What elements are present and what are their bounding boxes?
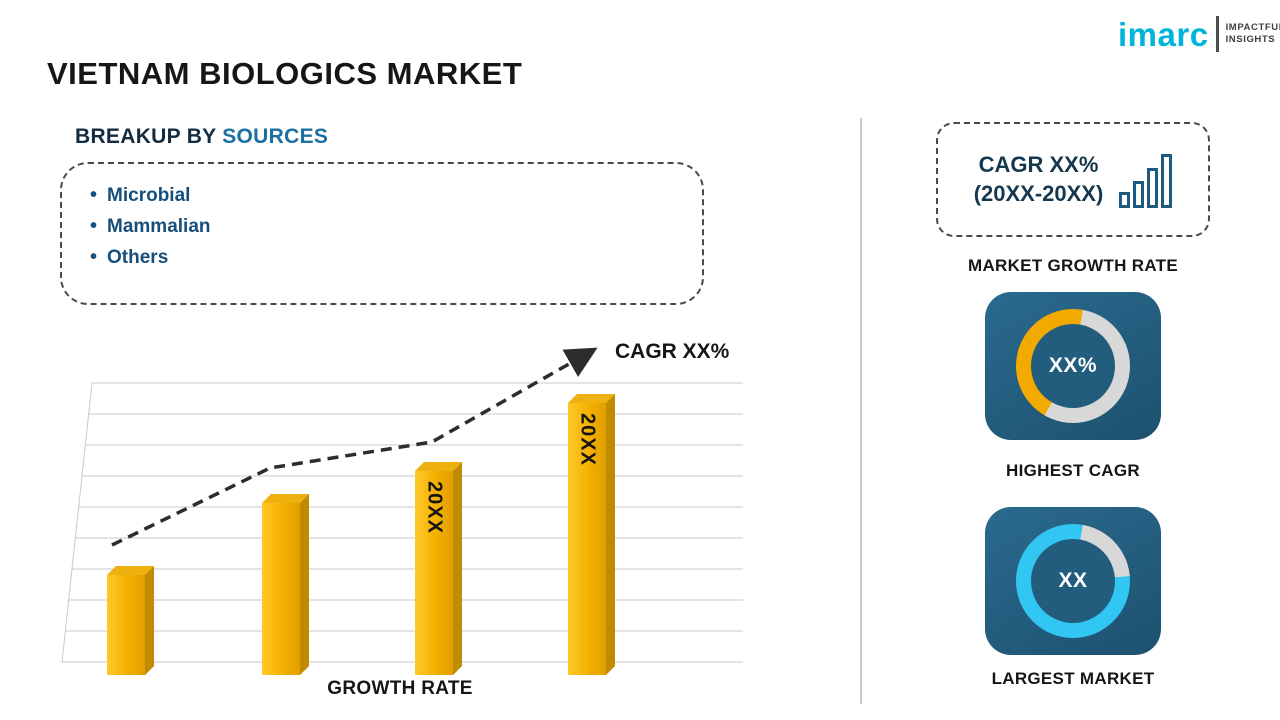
bar-year1 xyxy=(107,575,145,675)
growth-rate-chart: 20XX 20XX CAGR XX% GROWTH RATE xyxy=(55,330,750,710)
page-title: VIETNAM BIOLOGICS MARKET xyxy=(47,56,523,91)
logo-tagline-line2: INSIGHTS xyxy=(1225,34,1276,45)
list-item-label: Mammalian xyxy=(107,216,211,237)
bar-year3: 20XX xyxy=(415,471,453,675)
bar-year4: 20XX xyxy=(568,403,606,675)
cagr-annotation: CAGR XX% xyxy=(615,340,730,363)
list-item-label: Others xyxy=(107,247,169,268)
cagr-range-text: CAGR XX% (20XX-20XX) xyxy=(974,151,1104,208)
bullet-icon: • xyxy=(90,184,98,206)
icon-bar xyxy=(1161,153,1173,208)
highest-cagr-caption: HIGHEST CAGR xyxy=(1006,461,1140,480)
vertical-divider xyxy=(860,118,862,704)
breakup-heading: BREAKUP BY SOURCES xyxy=(75,125,328,149)
largest-market-caption: LARGEST MARKET xyxy=(991,669,1155,688)
chart-axis-diagonal xyxy=(61,382,93,663)
imarc-logo: imarc IMPACTFUL INSIGHTS xyxy=(1118,16,1280,52)
largest-market-value: XX xyxy=(1058,569,1088,592)
trend-arrow xyxy=(111,347,598,547)
breakup-heading-prefix: BREAKUP BY xyxy=(75,125,223,148)
market-growth-rate-card: CAGR XX% (20XX-20XX) xyxy=(936,122,1210,237)
breakup-sources-box: • Microbial • Mammalian • Others xyxy=(60,162,704,305)
icon-bar xyxy=(1133,180,1145,208)
breakup-heading-accent: SOURCES xyxy=(222,125,329,148)
list-item: • Microbial xyxy=(90,180,674,211)
icon-bar xyxy=(1119,191,1131,208)
bar-chart-icon xyxy=(1119,152,1173,208)
market-growth-rate-caption: MARKET GROWTH RATE xyxy=(967,256,1178,275)
x-axis-label: GROWTH RATE xyxy=(327,678,473,699)
list-item-label: Microbial xyxy=(107,185,191,206)
highest-cagr-donut: XX% xyxy=(1016,309,1130,423)
breakup-sources-list: • Microbial • Mammalian • Others xyxy=(90,180,674,273)
largest-market-card: XX xyxy=(985,507,1161,655)
bar-label: 20XX xyxy=(423,481,446,534)
imarc-logo-text: imarc xyxy=(1118,15,1209,53)
cagr-period-line: (20XX-20XX) xyxy=(973,180,1104,206)
highest-cagr-value: XX% xyxy=(1048,354,1098,377)
cagr-value-line: CAGR XX% xyxy=(978,151,1099,177)
logo-tagline-line1: IMPACTFUL xyxy=(1225,22,1280,34)
icon-bar xyxy=(1147,167,1159,208)
highest-cagr-card: XX% xyxy=(985,292,1161,440)
bar-year2 xyxy=(262,503,300,675)
largest-market-donut: XX xyxy=(1016,524,1130,638)
bullet-icon: • xyxy=(90,246,98,268)
bullet-icon: • xyxy=(90,215,98,237)
logo-divider xyxy=(1215,16,1219,52)
chart-gridlines xyxy=(62,382,743,663)
list-item: • Mammalian xyxy=(90,211,674,242)
chart-canvas xyxy=(61,347,743,663)
list-item: • Others xyxy=(90,242,674,273)
logo-tagline: IMPACTFUL INSIGHTS xyxy=(1226,22,1280,46)
bar-label: 20XX xyxy=(576,413,599,466)
